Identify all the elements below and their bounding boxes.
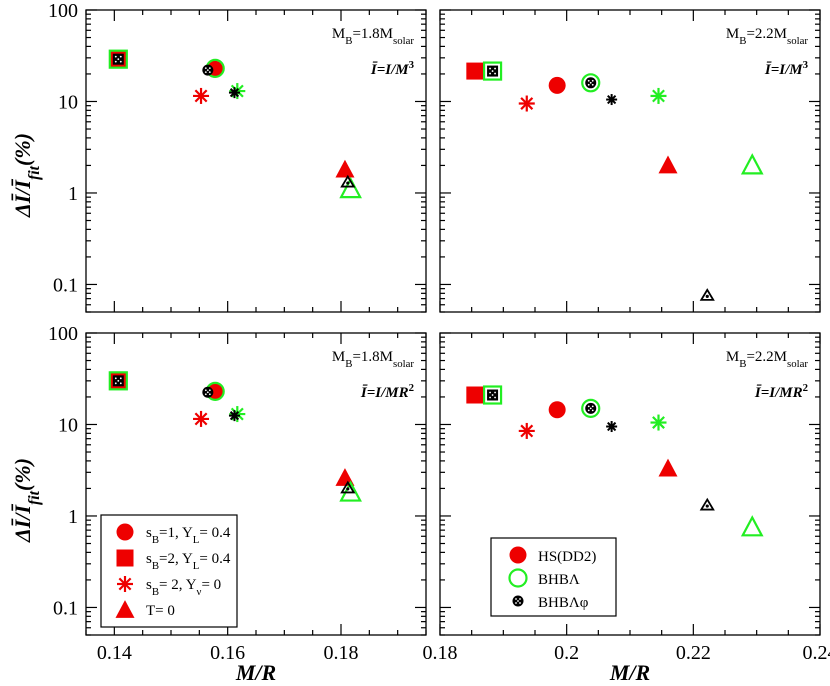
data-point-square bbox=[482, 61, 503, 81]
data-point-star bbox=[606, 94, 618, 106]
annotation-mass: MB=2.2Msolar bbox=[726, 349, 808, 370]
legend-marker-star bbox=[117, 576, 133, 592]
data-point-circle bbox=[202, 64, 214, 76]
data-point-square bbox=[466, 386, 484, 404]
legend-label: BHBΛ bbox=[538, 572, 580, 588]
annotation-mass: MB=1.8Msolar bbox=[332, 349, 414, 370]
data-point-triangle bbox=[340, 480, 356, 494]
data-point-circle bbox=[585, 402, 597, 414]
y-tick-label: 100 bbox=[48, 323, 78, 345]
y-axis-title: ΔĪ/Īfit(%) bbox=[10, 458, 43, 543]
x-tick-label: 0.16 bbox=[210, 642, 245, 664]
data-point-circle bbox=[585, 77, 597, 89]
data-point-star bbox=[193, 410, 210, 427]
legend-label: T= 0 bbox=[146, 603, 175, 619]
data-point-star bbox=[193, 87, 210, 104]
data-point-star bbox=[518, 95, 535, 112]
legend-marker-bhbphi bbox=[512, 595, 524, 607]
data-point-triangle bbox=[699, 288, 715, 301]
panel-top-right: MB=2.2Msolar Ī=I/M3 bbox=[439, 9, 821, 313]
data-point-triangle bbox=[335, 159, 355, 178]
annotation-definition: Ī=I/M3 bbox=[764, 59, 809, 78]
y-tick-label: 100 bbox=[48, 0, 78, 22]
data-point-circle bbox=[202, 386, 214, 398]
annotation-mass: MB=1.8Msolar bbox=[332, 26, 414, 47]
data-point-circle bbox=[581, 73, 601, 93]
data-point-circle bbox=[581, 398, 601, 418]
data-point-triangle bbox=[699, 497, 715, 511]
data-point-triangle bbox=[335, 468, 355, 486]
x-tick-label: 0.18 bbox=[423, 642, 458, 664]
panel-bottom-left: 0.1 1 10 100 0.14 0.16 0.18 MB=1.8Msolar Ī=I/MR2 bbox=[48, 323, 427, 664]
legend-marker-hs bbox=[509, 546, 527, 564]
data-point-square bbox=[482, 385, 503, 405]
data-point-triangle bbox=[740, 153, 764, 175]
legend-marker-triangle bbox=[115, 600, 135, 618]
y-axis-title: ΔĪ/Īfit(%) bbox=[10, 133, 43, 218]
legend-marker-bhb bbox=[508, 568, 528, 588]
x-tick-label: 0.22 bbox=[676, 642, 711, 664]
y-tick-label: 0.1 bbox=[53, 597, 78, 619]
data-point-star bbox=[650, 414, 667, 431]
plot-frame bbox=[439, 9, 821, 313]
data-point-star bbox=[228, 87, 240, 99]
legend-config: sB=1, YL= 0.4 sB=2, YL= 0.4 sB= 2, Yν= 0 T=… bbox=[100, 514, 238, 628]
x-tick-label: 0.18 bbox=[324, 642, 359, 664]
legend-label: sB= 2, Yν= 0 bbox=[146, 577, 221, 598]
data-point-circle bbox=[548, 76, 566, 94]
y-tick-label: 1 bbox=[68, 183, 78, 205]
y-tick-label: 10 bbox=[58, 414, 78, 436]
legend-eos: HS(DD2) BHBΛ BHBΛφ bbox=[490, 537, 617, 617]
data-point-triangle bbox=[339, 176, 362, 199]
data-point-square bbox=[487, 65, 499, 77]
legend-label: sB=1, YL= 0.4 bbox=[146, 525, 231, 546]
x-tick-label: 0.14 bbox=[97, 642, 132, 664]
data-point-star bbox=[650, 87, 667, 104]
y-tick-label: 10 bbox=[58, 91, 78, 113]
legend-label: sB=2, YL= 0.4 bbox=[146, 551, 231, 572]
y-tick-label: 0.1 bbox=[53, 274, 78, 296]
y-tick-label: 1 bbox=[68, 506, 78, 528]
data-point-square bbox=[487, 389, 499, 401]
panel-top-left: 0.1 1 10 100 MB=1.8Msolar Ī=I/M3 bbox=[48, 0, 427, 313]
data-point-square bbox=[112, 375, 124, 387]
data-point-star bbox=[518, 422, 535, 439]
x-axis-title: M/R bbox=[609, 660, 650, 685]
panel-bottom-right: 0.18 0.2 0.22 0.24 MB=2.2Msolar Ī=I/MR2 bbox=[423, 332, 830, 664]
annotation-mass: MB=2.2Msolar bbox=[726, 26, 808, 47]
data-point-square bbox=[466, 62, 484, 80]
data-point-star bbox=[606, 421, 618, 433]
plot-frame bbox=[85, 9, 427, 313]
data-point-triangle bbox=[658, 458, 678, 477]
legend-label: HS(DD2) bbox=[538, 549, 596, 565]
data-point-triangle bbox=[340, 174, 356, 188]
x-axis-title: M/R bbox=[235, 660, 276, 685]
x-tick-label: 0.2 bbox=[554, 642, 579, 664]
data-point-square bbox=[108, 371, 128, 391]
annotation-definition: Ī=I/MR2 bbox=[360, 382, 414, 401]
data-point-star bbox=[228, 410, 240, 422]
data-point-circle bbox=[548, 401, 566, 419]
legend-label: BHBΛφ bbox=[538, 595, 589, 611]
data-point-triangle bbox=[740, 515, 764, 537]
data-point-square bbox=[108, 49, 128, 69]
legend-marker-circle bbox=[116, 523, 134, 541]
annotation-definition: Ī=I/MR2 bbox=[754, 382, 808, 401]
annotation-definition: Ī=I/M3 bbox=[370, 59, 415, 78]
x-tick-label: 0.24 bbox=[803, 642, 830, 664]
legend-marker-square bbox=[116, 549, 134, 567]
data-point-triangle bbox=[658, 155, 678, 174]
data-point-square bbox=[112, 53, 124, 65]
